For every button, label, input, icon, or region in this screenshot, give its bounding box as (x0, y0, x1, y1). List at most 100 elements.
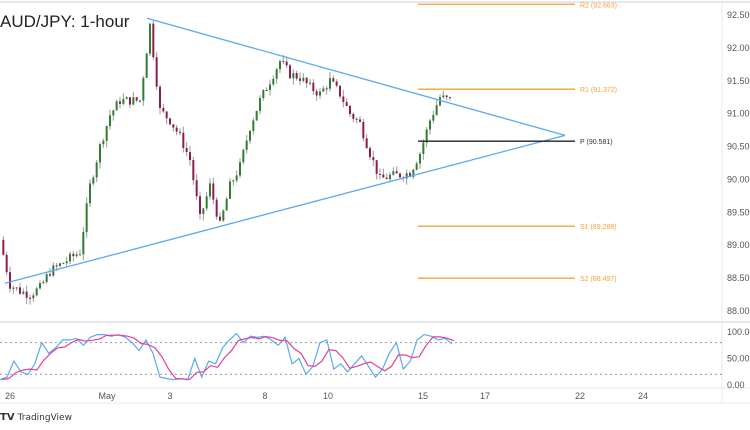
tradingview-logo: 𝗧𝗩 TradingView (0, 412, 72, 423)
tradingview-icon: 𝗧𝗩 (0, 412, 15, 423)
candle-body (19, 287, 21, 294)
price-tick-label: 90.500 (727, 142, 750, 152)
candle-body (22, 291, 25, 294)
candle-body (155, 57, 158, 87)
candle-body (15, 287, 18, 289)
price-tick-label: 91.000 (727, 109, 750, 119)
price-tick-label: 90.000 (727, 174, 750, 184)
candle-body (222, 210, 225, 221)
price-tick-label: 91.500 (727, 76, 750, 86)
candle-body (9, 272, 11, 289)
candle-body (192, 160, 195, 181)
candle-body (162, 107, 165, 112)
candle-body (299, 78, 301, 81)
candle-body (5, 254, 8, 273)
candle-body (89, 183, 91, 204)
candle-body (365, 138, 368, 149)
candle-body (399, 173, 401, 178)
oscillator-tick-label: 50.00 (727, 354, 750, 364)
candle-body (95, 162, 98, 178)
candle-body (262, 89, 265, 99)
candle-body (172, 124, 175, 128)
price-tick-label: 88.000 (727, 306, 750, 316)
candle-body (312, 82, 315, 92)
candle-body (309, 82, 311, 84)
candle-body (362, 121, 365, 139)
candle-body (239, 162, 241, 176)
candle-body (135, 97, 138, 101)
candle-body (419, 153, 421, 164)
candle-body (132, 97, 135, 105)
candle-body (292, 73, 295, 79)
candle-body (409, 173, 411, 177)
candle-body (59, 263, 61, 267)
candle-body (415, 163, 418, 170)
candle-body (122, 98, 125, 104)
price-tick-label: 89.000 (727, 240, 750, 250)
candle-body (249, 130, 251, 141)
candle-body (392, 171, 395, 175)
candle-body (275, 69, 278, 79)
candle-body (422, 142, 425, 154)
candle-body (12, 287, 15, 289)
candle-body (349, 105, 351, 114)
candle-body (339, 85, 341, 97)
candle-body (315, 91, 318, 96)
oscillator-tick-label: 100.00 (727, 327, 750, 337)
branding-text: TradingView (17, 412, 72, 423)
candle-body (329, 78, 331, 89)
candle-body (289, 65, 291, 79)
date-tick-label: 17 (480, 391, 490, 401)
date-tick-label: 8 (262, 391, 267, 401)
candle-body (92, 177, 95, 184)
candle-body (245, 140, 248, 150)
candle-body (332, 78, 335, 82)
candle-body (325, 88, 328, 90)
candle-body (119, 101, 121, 104)
candle-body (112, 110, 115, 116)
candle-body (212, 183, 215, 200)
candle-body (282, 61, 285, 63)
price-tick-label: 92.500 (727, 10, 750, 20)
candle-body (225, 198, 228, 211)
pivot-level-label: S2 (88.497) (580, 276, 617, 283)
candle-body (152, 23, 155, 58)
candle-body (342, 96, 345, 102)
candle-body (379, 173, 381, 175)
candle-body (232, 180, 235, 182)
price-tick-label: 92.000 (727, 43, 750, 53)
candle-body (235, 175, 238, 181)
pivot-level-label: S1 (89.288) (580, 224, 617, 231)
candle-body (55, 265, 58, 267)
candle-body (322, 88, 325, 92)
candle-body (2, 239, 5, 255)
candle-body (159, 86, 161, 108)
candle-body (259, 98, 261, 111)
pivot-level-label: P (90.581) (580, 139, 613, 146)
oscillator-tick-label: 0.00 (727, 380, 745, 390)
upper-trendline (146, 17, 566, 136)
candle-body (129, 97, 131, 105)
candle-body (425, 129, 428, 143)
date-tick-label: 22 (575, 391, 585, 401)
candle-body (229, 181, 231, 199)
candle-body (179, 131, 181, 133)
chart-title: AUD/JPY: 1-hour (0, 12, 130, 31)
candle-body (279, 61, 281, 70)
candle-body (319, 91, 321, 96)
candle-body (219, 216, 221, 221)
candle-body (45, 274, 48, 282)
candle-body (215, 199, 218, 217)
candle-body (382, 174, 385, 178)
candle-body (359, 119, 361, 122)
candle-body (169, 118, 171, 125)
candle-body (205, 196, 208, 209)
candle-body (149, 23, 151, 54)
candle-body (72, 253, 75, 257)
candle-body (372, 157, 375, 161)
candle-body (435, 105, 438, 115)
candle-body (75, 254, 78, 257)
candle-body (272, 78, 275, 85)
lower-trendline (4, 134, 566, 284)
candle-body (405, 173, 408, 179)
